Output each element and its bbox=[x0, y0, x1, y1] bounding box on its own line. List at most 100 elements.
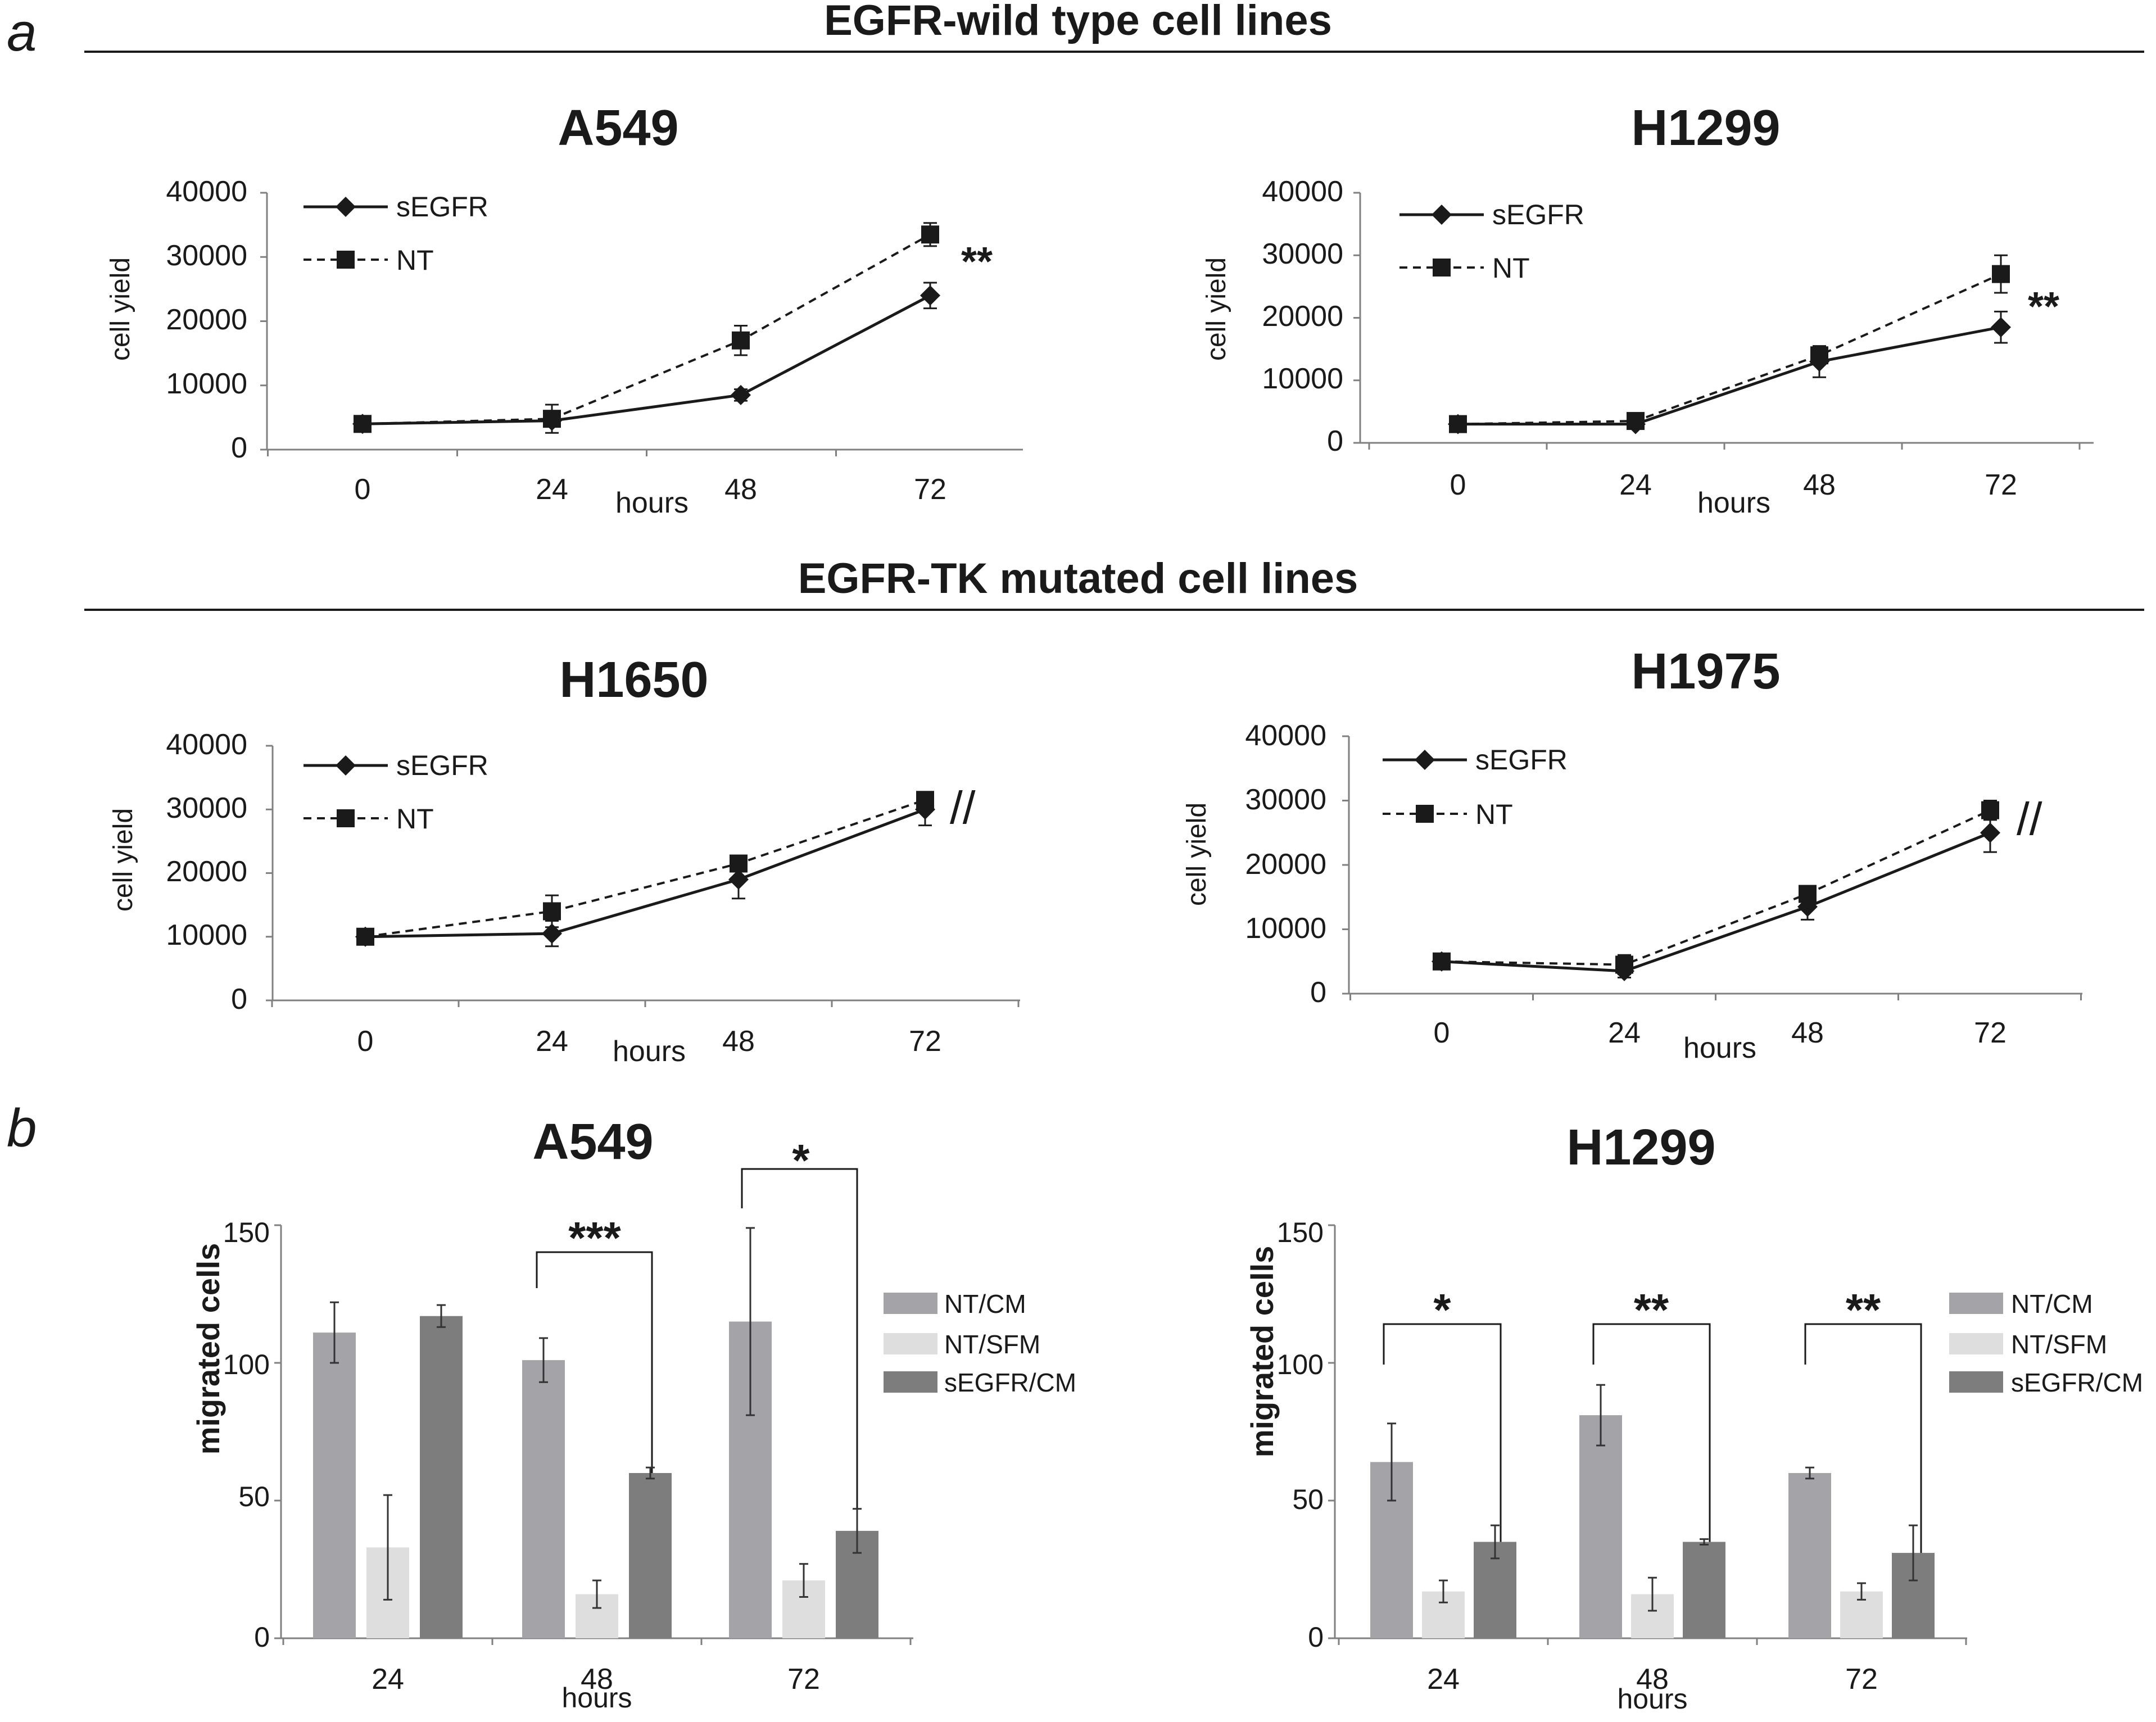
legend-label-nt-sfm: NT/SFM bbox=[944, 1330, 1040, 1359]
significance-marker: ** bbox=[1846, 1285, 1881, 1335]
y-axis-label: cell yield bbox=[1182, 803, 1212, 906]
data-point-diamond bbox=[728, 869, 749, 890]
significance-bracket bbox=[536, 1251, 653, 1608]
legend-marker-nt bbox=[1416, 805, 1434, 823]
x-tick-label: 0 bbox=[1450, 469, 1466, 501]
legend-label-nt-sfm: NT/SFM bbox=[2011, 1330, 2107, 1359]
significance-bracket bbox=[1383, 1323, 1502, 1625]
x-tick-label: 24 bbox=[1619, 469, 1652, 501]
y-tick-label: 10000 bbox=[166, 368, 247, 400]
y-tick-label: 40000 bbox=[1262, 175, 1343, 208]
y-tick-label: 40000 bbox=[166, 175, 247, 208]
legend-label-nt: NT bbox=[396, 244, 434, 276]
series-line-nt bbox=[365, 799, 926, 938]
bar-nt-cm bbox=[313, 1333, 356, 1638]
y-axis-label: cell yield bbox=[1202, 257, 1231, 361]
x-tick-label: 24 bbox=[372, 1663, 404, 1696]
x-tick-label: 0 bbox=[355, 473, 371, 506]
chart-title: H1299 bbox=[1631, 100, 1780, 156]
y-tick-label: 20000 bbox=[166, 303, 247, 336]
section-title-mutated: EGFR-TK mutated cell lines bbox=[798, 555, 1358, 602]
x-axis-label: hours bbox=[1697, 487, 1770, 519]
x-tick-label: 48 bbox=[1803, 469, 1836, 501]
bar-nt-cm bbox=[522, 1360, 565, 1638]
data-point-diamond bbox=[1797, 896, 1818, 917]
legend-swatch-nt-cm bbox=[884, 1293, 937, 1314]
legend-label-nt-cm: NT/CM bbox=[2011, 1289, 2093, 1318]
chart-h1975-growth: H1975 cell yield hours 40000 30000 20000… bbox=[1182, 644, 2082, 1064]
bar-nt-cm bbox=[1579, 1415, 1622, 1638]
y-tick-label: 100 bbox=[223, 1349, 270, 1380]
y-axis-label: migrated cells bbox=[191, 1243, 226, 1455]
y-tick-label: 50 bbox=[238, 1481, 270, 1512]
y-tick-label: 50 bbox=[1292, 1484, 1324, 1515]
legend-marker-nt bbox=[1433, 259, 1451, 277]
y-tick-label: 150 bbox=[1277, 1217, 1324, 1248]
data-point-diamond bbox=[1991, 317, 2011, 338]
chart-title: H1650 bbox=[559, 652, 708, 708]
legend-marker-segfr bbox=[336, 197, 356, 217]
y-tick-label: 10000 bbox=[1245, 912, 1326, 945]
significance-bracket bbox=[741, 1168, 858, 1586]
significance-marker: ** bbox=[961, 239, 993, 284]
legend-marker-segfr bbox=[1415, 750, 1435, 770]
y-tick-label: 0 bbox=[254, 1621, 270, 1653]
y-tick-label: 40000 bbox=[166, 728, 247, 761]
data-point-diamond bbox=[1980, 822, 2000, 843]
x-axis-label: hours bbox=[615, 487, 689, 519]
legend-swatch-segfr-cm bbox=[1949, 1371, 2003, 1393]
chart-h1299-growth: H1299 cell yield hours 40000 30000 20000… bbox=[1202, 100, 2094, 519]
chart-a549-migration: A549 migrated cells hours 150 100 50 0 2… bbox=[191, 1114, 1076, 1714]
chart-title: A549 bbox=[532, 1114, 653, 1170]
significance-marker: ** bbox=[2028, 284, 2059, 329]
y-tick-label: 40000 bbox=[1245, 719, 1326, 752]
chart-h1650-growth: H1650 cell yield hours 40000 30000 20000… bbox=[108, 652, 1020, 1068]
y-tick-label: 20000 bbox=[1245, 848, 1326, 881]
section-title-wild-type: EGFR-wild type cell lines bbox=[824, 0, 1332, 44]
data-point-square bbox=[732, 331, 750, 350]
y-tick-label: 100 bbox=[1277, 1349, 1324, 1380]
panel-label-a: a bbox=[7, 2, 37, 62]
x-axis-label: hours bbox=[1683, 1032, 1756, 1064]
y-tick-label: 0 bbox=[1308, 1621, 1324, 1653]
legend-marker-nt bbox=[337, 251, 355, 269]
legend-marker-segfr bbox=[336, 755, 356, 776]
x-tick-label: 72 bbox=[1985, 469, 2017, 501]
x-tick-label: 48 bbox=[581, 1663, 613, 1696]
x-tick-label: 48 bbox=[722, 1025, 755, 1058]
y-tick-label: 0 bbox=[231, 983, 247, 1016]
significance-marker: ** bbox=[1634, 1285, 1669, 1335]
legend-swatch-segfr-cm bbox=[884, 1371, 937, 1393]
y-tick-label: 0 bbox=[231, 432, 247, 464]
bar-segfr-cm bbox=[1683, 1542, 1725, 1638]
significance-marker: // bbox=[950, 782, 976, 833]
series-line-segfr bbox=[1458, 325, 2001, 426]
x-tick-label: 48 bbox=[724, 473, 757, 506]
panel-label-b: b bbox=[7, 1098, 37, 1158]
x-tick-label: 72 bbox=[1974, 1017, 2006, 1049]
x-tick-label: 48 bbox=[1636, 1663, 1669, 1696]
legend-swatch-nt-cm bbox=[1949, 1293, 2003, 1314]
y-tick-label: 30000 bbox=[1245, 783, 1326, 816]
data-point-diamond bbox=[731, 384, 751, 405]
legend-label-segfr: sEGFR bbox=[396, 191, 488, 223]
data-point-diamond bbox=[542, 410, 562, 431]
data-point-diamond bbox=[920, 285, 940, 306]
y-tick-label: 20000 bbox=[166, 855, 247, 888]
chart-a549-growth: A549 cell yield hours 40000 30000 20000 … bbox=[106, 100, 1023, 519]
series-line-nt bbox=[1457, 273, 2001, 425]
legend-marker-segfr bbox=[1432, 205, 1452, 225]
legend-label-nt: NT bbox=[1475, 799, 1513, 830]
significance-marker: * bbox=[792, 1135, 810, 1185]
x-tick-label: 72 bbox=[909, 1025, 941, 1058]
data-point-diamond bbox=[542, 923, 562, 944]
x-axis-label: hours bbox=[613, 1035, 686, 1068]
legend-label-segfr-cm: sEGFR/CM bbox=[944, 1368, 1076, 1397]
data-point-diamond bbox=[1614, 960, 1634, 981]
legend-label-segfr: sEGFR bbox=[1475, 744, 1568, 776]
y-tick-label: 30000 bbox=[1262, 238, 1343, 270]
x-tick-label: 48 bbox=[1791, 1017, 1824, 1049]
y-tick-label: 30000 bbox=[166, 792, 247, 824]
